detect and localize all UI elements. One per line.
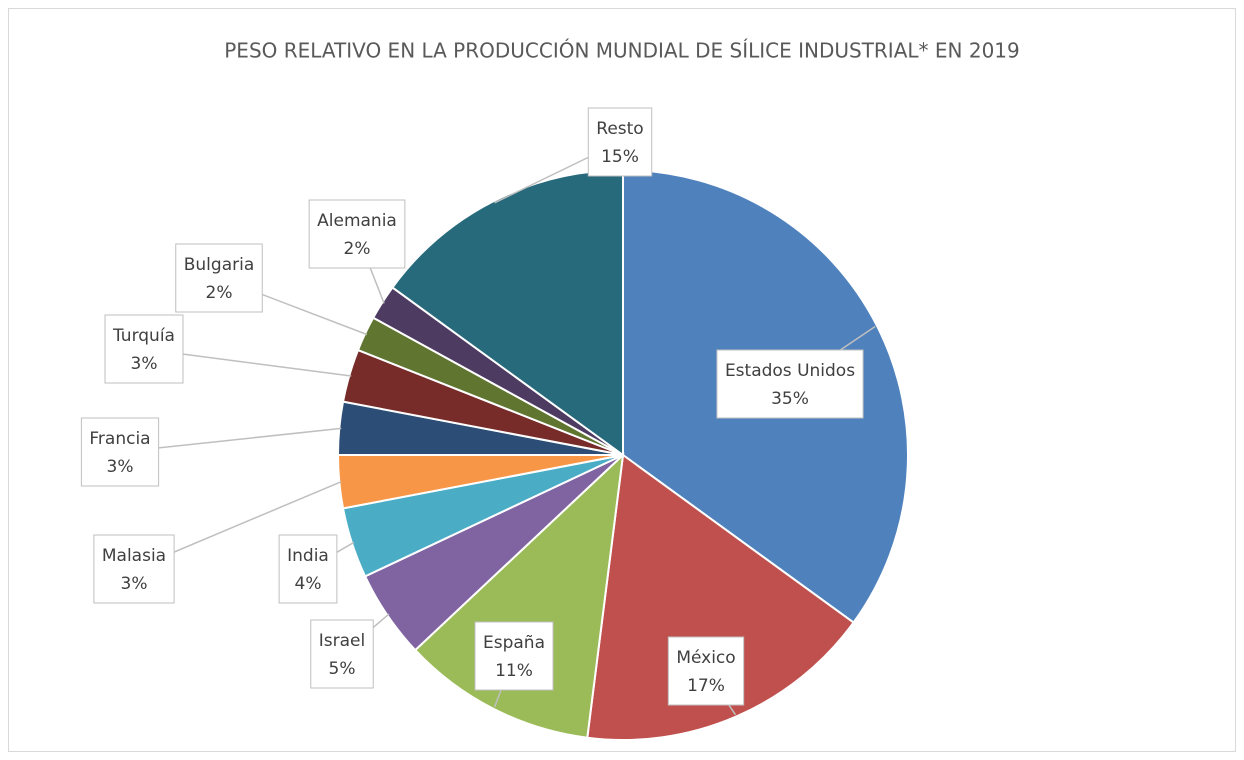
label-value: 2% (344, 239, 371, 259)
label-value: 3% (121, 574, 148, 594)
label-value: 2% (206, 283, 233, 303)
label-value: 17% (687, 676, 725, 696)
label-value: 3% (107, 457, 134, 477)
label-value: 35% (771, 389, 809, 409)
data-label: Alemania 2% (308, 199, 406, 269)
label-name: México (676, 648, 735, 668)
data-label: México 17% (667, 636, 745, 706)
label-name: Resto (596, 119, 643, 139)
label-value: 3% (131, 354, 158, 374)
label-box (716, 349, 864, 419)
label-box (310, 619, 374, 689)
label-name: Israel (319, 631, 365, 651)
label-box (667, 636, 745, 706)
chart-title: PESO RELATIVO EN LA PRODUCCIÓN MUNDIAL D… (224, 39, 1020, 63)
label-box (474, 621, 554, 691)
label-box (80, 417, 160, 487)
label-box (308, 199, 406, 269)
label-box (104, 314, 184, 384)
label-name: Francia (89, 429, 150, 449)
label-name: India (287, 546, 329, 566)
data-label: Estados Unidos 35% (716, 349, 864, 419)
data-label: Israel 5% (310, 619, 374, 689)
label-box (278, 534, 338, 604)
label-value: 11% (495, 661, 533, 681)
label-value: 4% (295, 574, 322, 594)
data-label: India 4% (278, 534, 338, 604)
data-label: España 11% (474, 621, 554, 691)
label-name: Turquía (112, 326, 175, 346)
data-label: Turquía 3% (104, 314, 184, 384)
data-label: Malasia 3% (93, 534, 175, 604)
pie-slice (413, 452, 625, 739)
data-label: Bulgaria 2% (175, 243, 263, 313)
label-name: Estados Unidos (725, 361, 855, 381)
label-value: 15% (601, 147, 639, 167)
label-name: Alemania (317, 211, 397, 231)
label-name: Bulgaria (184, 255, 255, 275)
label-value: 5% (329, 659, 356, 679)
label-name: Malasia (102, 546, 166, 566)
data-label: Francia 3% (80, 417, 160, 487)
pie-slice (586, 453, 855, 741)
label-box (93, 534, 175, 604)
label-name: España (483, 633, 545, 653)
data-label: Resto 15% (587, 107, 653, 177)
label-box (175, 243, 263, 313)
label-box (587, 107, 653, 177)
